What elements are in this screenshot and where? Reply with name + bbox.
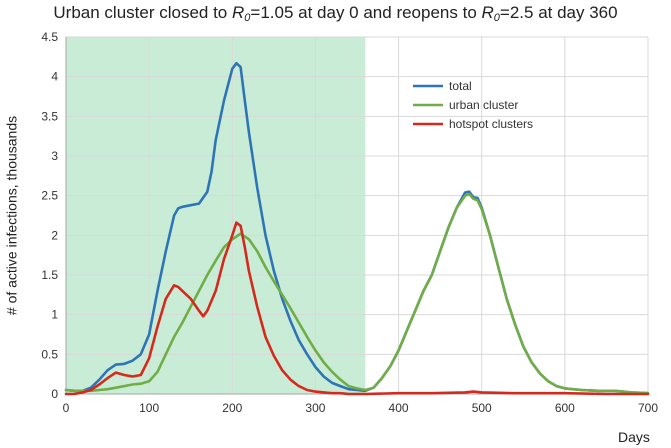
title-part-middle: =1.05 at day 0 and reopens to bbox=[250, 3, 482, 22]
y-tick-label: 1 bbox=[51, 308, 58, 322]
title-r-symbol-2: R bbox=[481, 3, 494, 22]
y-tick-label: 3.5 bbox=[41, 109, 58, 123]
y-tick-label: 1.5 bbox=[41, 268, 58, 282]
x-tick-label: 200 bbox=[222, 401, 242, 415]
chart-title: Urban cluster closed to R0=1.05 at day 0… bbox=[0, 2, 671, 29]
x-tick-label: 600 bbox=[555, 401, 575, 415]
x-axis-label: Days bbox=[618, 429, 650, 445]
series-line-hotspot-clusters bbox=[64, 221, 650, 396]
title-r-symbol-1: R bbox=[232, 3, 245, 22]
title-r-sub-2: 0 bbox=[493, 12, 500, 24]
x-tick-label: 400 bbox=[389, 401, 409, 415]
x-tick-label: 0 bbox=[63, 401, 70, 415]
title-r-sub-1: 0 bbox=[244, 12, 251, 24]
y-axis-label: # of active infections, thousands bbox=[4, 116, 20, 315]
y-tick-label: 2.5 bbox=[41, 189, 58, 203]
y-tick-label: 0 bbox=[51, 387, 58, 401]
series-line-urban-cluster bbox=[64, 192, 650, 395]
y-tick-label: 3 bbox=[51, 149, 58, 163]
legend-label: total bbox=[449, 79, 472, 93]
legend-label: hotspot clusters bbox=[449, 117, 533, 131]
lockdown-shaded-region bbox=[66, 37, 366, 394]
x-tick-label: 500 bbox=[472, 401, 492, 415]
title-part-prefix: Urban cluster closed to bbox=[53, 3, 232, 22]
y-tick-label: 4.5 bbox=[41, 30, 58, 44]
title-part-suffix: =2.5 at day 360 bbox=[499, 3, 618, 22]
x-tick-label: 700 bbox=[638, 401, 658, 415]
y-tick-label: 0.5 bbox=[41, 347, 58, 361]
legend-label: urban cluster bbox=[449, 98, 518, 112]
y-tick-label: 2 bbox=[51, 228, 58, 242]
y-tick-label: 4 bbox=[51, 70, 58, 84]
x-tick-label: 100 bbox=[139, 401, 159, 415]
x-tick-label: 300 bbox=[305, 401, 325, 415]
